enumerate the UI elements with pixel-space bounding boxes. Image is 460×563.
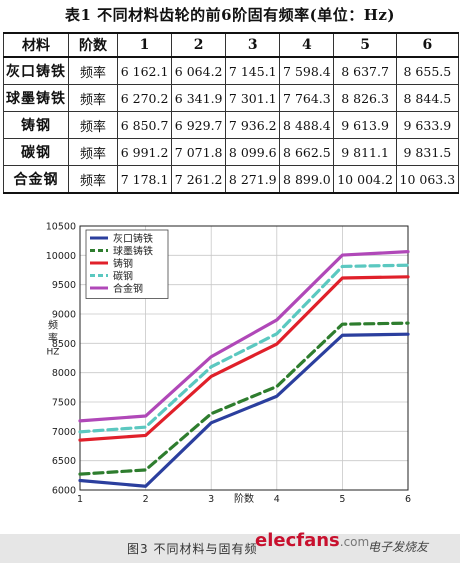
figure-caption-bar: 图3 不同材料与固有频 [0, 534, 460, 563]
y-tick-label: 10500 [46, 222, 76, 233]
table-cell: 8 662.5 [279, 138, 335, 166]
row-unit: 频率 [68, 138, 118, 166]
table-cell: 7 598.4 [279, 56, 335, 85]
table-cell: 8 655.5 [395, 56, 460, 85]
x-tick-label: 3 [208, 494, 214, 505]
header-order-2: 2 [171, 32, 227, 58]
table-row: 合金钢 频率 7 178.1 7 261.2 8 271.9 8 899.0 1… [3, 165, 460, 194]
header-order-5: 5 [333, 32, 397, 58]
legend-label: 铸钢 [113, 257, 133, 270]
y-axis-label: 率 [48, 332, 58, 345]
x-axis-label: 阶数 [234, 492, 254, 505]
y-tick-label: 7500 [52, 398, 76, 409]
row-material: 灰口铸铁 [3, 56, 69, 85]
series-line-5 [78, 250, 410, 423]
watermark-suffix: .com [339, 535, 370, 549]
table-cell: 7 301.1 [225, 84, 281, 112]
table-cell: 7 145.1 [225, 56, 281, 85]
header-order-6: 6 [395, 32, 460, 58]
table-cell: 9 831.5 [395, 138, 460, 166]
legend-label: 球墨铸铁 [113, 245, 153, 258]
table-caption: 表1 不同材料齿轮的前6阶固有频率(单位：Hz) [65, 6, 395, 24]
y-tick-label: 7000 [52, 427, 76, 438]
table-cell: 9 613.9 [333, 111, 397, 139]
y-tick-label: 6500 [52, 456, 76, 467]
table-row: 球墨铸铁 频率 6 270.2 6 341.9 7 301.1 7 764.3 … [3, 84, 460, 112]
legend-label: 合金钢 [113, 282, 143, 295]
series-line-1 [78, 332, 410, 488]
header-order-3: 3 [225, 32, 281, 58]
header-order-4: 4 [279, 32, 335, 58]
x-tick-label: 6 [405, 494, 411, 505]
header-order: 阶数 [68, 32, 118, 58]
header-material: 材料 [3, 32, 69, 58]
table-cell: 6 991.2 [116, 138, 173, 166]
table-cell: 6 270.2 [116, 84, 173, 112]
series-line-4 [78, 263, 410, 434]
table-cell: 8 844.5 [395, 84, 460, 112]
y-axis-label: 频 [48, 319, 58, 332]
row-material: 铸钢 [3, 111, 69, 139]
legend-label: 碳钢 [113, 270, 133, 283]
table-cell: 8 899.0 [279, 165, 335, 194]
table-row: 灰口铸铁 频率 6 162.1 6 064.2 7 145.1 7 598.4 … [3, 56, 460, 85]
plot-frame [79, 225, 409, 491]
row-unit: 频率 [68, 84, 118, 112]
table-cell: 8 271.9 [225, 165, 281, 194]
table-cell: 6 064.2 [171, 56, 227, 85]
watermark-text: elecfans [255, 530, 340, 551]
row-material: 球墨铸铁 [3, 84, 69, 112]
x-tick-label: 2 [143, 494, 149, 505]
y-tick-label: 10000 [46, 251, 76, 262]
x-tick-label: 5 [339, 494, 345, 505]
header-order-1: 1 [116, 32, 173, 58]
table-cell: 9 633.9 [395, 111, 460, 139]
table-cell: 6 162.1 [116, 56, 173, 85]
y-tick-label: 8500 [52, 339, 76, 350]
table-cell: 6 341.9 [171, 84, 227, 112]
row-material: 合金钢 [3, 165, 69, 194]
y-tick-label: 9000 [52, 310, 76, 321]
table-header-row: 材料 阶数 1 2 3 4 5 6 [3, 32, 460, 58]
table-cell: 8 826.3 [333, 84, 397, 112]
table-row: 铸钢 频率 6 850.7 6 929.7 7 936.2 8 488.4 9 … [3, 111, 460, 139]
y-tick-label: 6000 [52, 486, 76, 497]
table-row: 碳钢 频率 6 991.2 7 071.8 8 099.6 8 662.5 9 … [3, 138, 460, 166]
row-unit: 频率 [68, 56, 118, 85]
y-tick-label: 8000 [52, 368, 76, 379]
table-cell: 9 811.1 [333, 138, 397, 166]
table-cell: 7 071.8 [171, 138, 227, 166]
table-cell: 7 178.1 [116, 165, 173, 194]
series-line-2 [78, 321, 410, 476]
x-tick-label: 1 [77, 494, 83, 505]
legend-label: 灰口铸铁 [113, 232, 153, 245]
table-cell: 6 850.7 [116, 111, 173, 139]
x-tick-label: 4 [274, 494, 280, 505]
row-unit: 频率 [68, 111, 118, 139]
table-cell: 10 004.2 [333, 165, 397, 194]
y-axis-unit: HZ [47, 348, 60, 358]
series-line-3 [78, 275, 410, 442]
table-cell: 7 261.2 [171, 165, 227, 194]
line-chart: 6000 6500 7000 7500 8000 8500 9000 9500 10000 105… [46, 222, 411, 506]
row-material: 碳钢 [3, 138, 69, 166]
table-cell: 10 063.3 [395, 165, 460, 194]
frequency-table: 材料 阶数 1 2 3 4 5 6 灰口铸铁 频率 6 162.1 6 064.… [3, 32, 460, 194]
table-cell: 6 929.7 [171, 111, 227, 139]
table-cell: 7 936.2 [225, 111, 281, 139]
line-chart-panel: 6000 6500 7000 7500 8000 8500 9000 9500 10000 105… [33, 218, 428, 528]
watermark-brand: 电子发烧友 [368, 540, 429, 554]
table-cell: 8 637.7 [333, 56, 397, 85]
row-unit: 频率 [68, 165, 118, 194]
table-cell: 7 764.3 [279, 84, 335, 112]
y-tick-label: 9500 [52, 280, 76, 291]
figure-caption: 图3 不同材料与固有频 [127, 542, 258, 556]
table-cell: 8 099.6 [225, 138, 281, 166]
watermark-logo: elecfans.com [255, 530, 369, 551]
table-cell: 8 488.4 [279, 111, 335, 139]
